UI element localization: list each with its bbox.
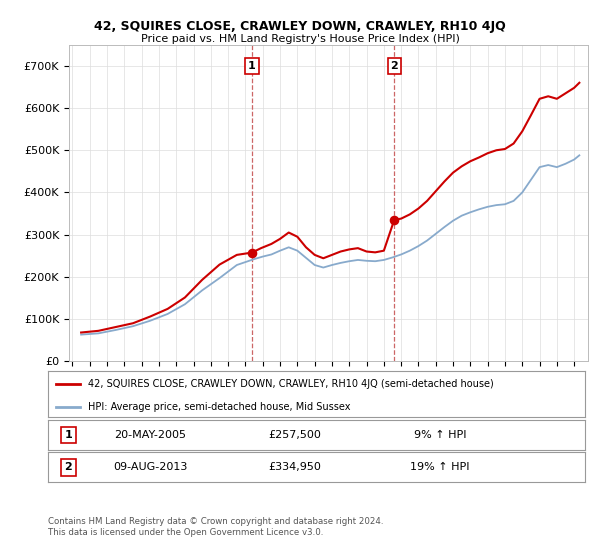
Text: Contains HM Land Registry data © Crown copyright and database right 2024.
This d: Contains HM Land Registry data © Crown c… xyxy=(48,517,383,537)
Text: 42, SQUIRES CLOSE, CRAWLEY DOWN, CRAWLEY, RH10 4JQ (semi-detached house): 42, SQUIRES CLOSE, CRAWLEY DOWN, CRAWLEY… xyxy=(88,379,494,389)
Text: 20-MAY-2005: 20-MAY-2005 xyxy=(114,430,186,440)
Text: £257,500: £257,500 xyxy=(269,430,322,440)
Text: 1: 1 xyxy=(248,61,256,71)
Text: HPI: Average price, semi-detached house, Mid Sussex: HPI: Average price, semi-detached house,… xyxy=(88,402,351,412)
Text: £334,950: £334,950 xyxy=(269,463,322,472)
Point xyxy=(247,248,257,257)
Text: 1: 1 xyxy=(65,430,72,440)
Text: 19% ↑ HPI: 19% ↑ HPI xyxy=(410,463,470,472)
Text: 42, SQUIRES CLOSE, CRAWLEY DOWN, CRAWLEY, RH10 4JQ: 42, SQUIRES CLOSE, CRAWLEY DOWN, CRAWLEY… xyxy=(94,20,506,32)
Text: Price paid vs. HM Land Registry's House Price Index (HPI): Price paid vs. HM Land Registry's House … xyxy=(140,34,460,44)
Text: 2: 2 xyxy=(391,61,398,71)
Text: 2: 2 xyxy=(65,463,72,472)
Text: 9% ↑ HPI: 9% ↑ HPI xyxy=(414,430,466,440)
Text: 09-AUG-2013: 09-AUG-2013 xyxy=(113,463,187,472)
Point xyxy=(389,216,399,225)
